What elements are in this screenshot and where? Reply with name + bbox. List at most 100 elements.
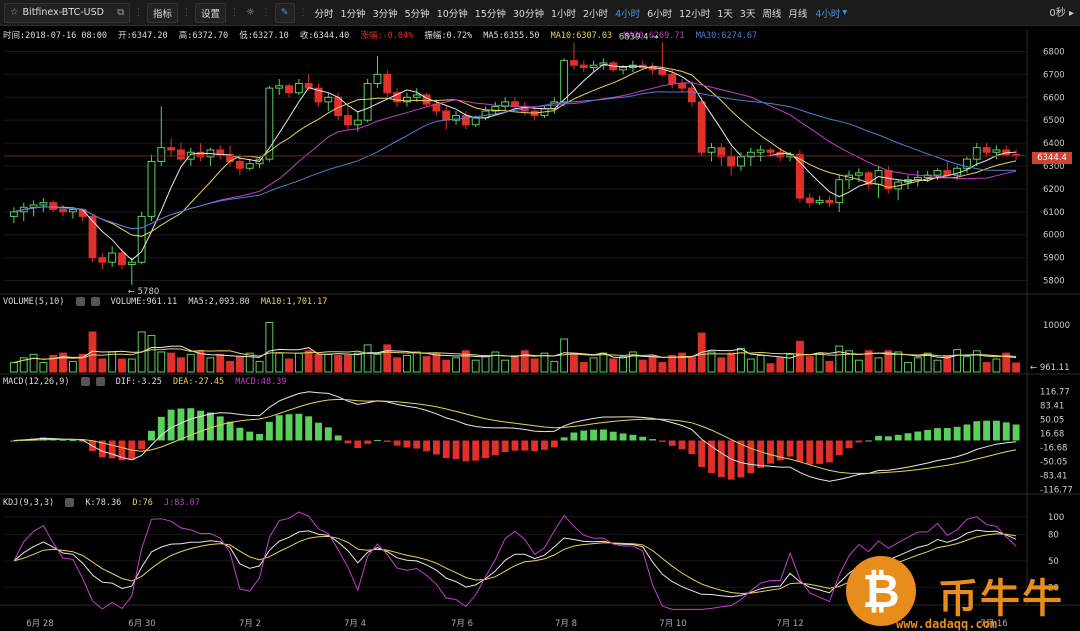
macd-histogram-bar bbox=[167, 409, 175, 441]
info-low: 低:6327.10 bbox=[239, 31, 289, 41]
candle-body bbox=[294, 83, 303, 94]
volume-bar bbox=[560, 338, 569, 373]
close-icon[interactable] bbox=[95, 377, 105, 386]
volume-bar bbox=[481, 355, 490, 373]
gear-icon[interactable] bbox=[65, 498, 75, 507]
volume-bar bbox=[39, 362, 48, 373]
macd-histogram-bar bbox=[246, 431, 254, 441]
kdj-tick-label: 50 bbox=[1048, 557, 1059, 567]
volume-bar bbox=[226, 360, 235, 373]
interval-tab[interactable]: 12小时 bbox=[679, 8, 711, 20]
close-icon[interactable] bbox=[90, 297, 100, 306]
volume-bar bbox=[383, 344, 392, 373]
ma30-line bbox=[13, 91, 1017, 230]
candle-body bbox=[147, 160, 156, 217]
volume-bar bbox=[570, 352, 578, 373]
symbol-selector[interactable]: ☆ Bitfinex-BTC-USD ⧉ bbox=[4, 2, 130, 23]
interval-tab[interactable]: 2小时 bbox=[583, 8, 609, 20]
star-icon[interactable]: ☆ bbox=[10, 7, 19, 18]
volume-bar bbox=[766, 363, 775, 373]
volume-bar bbox=[334, 355, 343, 373]
sun-icon[interactable]: ☼ bbox=[246, 7, 255, 18]
interval-tab[interactable]: 5分钟 bbox=[404, 8, 430, 20]
volume-bar bbox=[707, 351, 716, 373]
macd-histogram-bar bbox=[845, 440, 853, 449]
interval-tab[interactable]: 3分钟 bbox=[372, 8, 398, 20]
x-axis-date-label: 7月 4 bbox=[344, 619, 366, 629]
gear-icon[interactable] bbox=[80, 377, 90, 386]
interval-tab[interactable]: 30分钟 bbox=[512, 8, 544, 20]
candle-body bbox=[88, 215, 97, 259]
interval-tab[interactable]: 1天 bbox=[717, 8, 733, 20]
candle-body bbox=[963, 158, 971, 169]
volume-bar bbox=[177, 357, 185, 373]
interval-tab[interactable]: 10分钟 bbox=[436, 8, 468, 20]
settings-button[interactable]: 设置 bbox=[195, 2, 227, 23]
more-icon[interactable]: ▸ bbox=[1068, 8, 1074, 19]
volume-bar bbox=[206, 357, 215, 373]
macd-histogram-bar bbox=[865, 440, 873, 442]
interval-tab[interactable]: 6小时 bbox=[647, 8, 673, 20]
indicators-button[interactable]: 指标 bbox=[147, 2, 179, 23]
interval-tab[interactable]: 3天 bbox=[739, 8, 756, 20]
toolbar-separator: ⋮ bbox=[134, 7, 143, 18]
info-time: 时间:2018-07-16 08:00 bbox=[3, 31, 107, 41]
candle-body bbox=[766, 149, 775, 153]
expand-icon[interactable]: ⧉ bbox=[117, 7, 124, 18]
macd-dif-line bbox=[13, 391, 1017, 482]
candle-body bbox=[118, 252, 126, 266]
macd-tick-label: 116.77 bbox=[1040, 387, 1070, 397]
candle-body bbox=[68, 209, 77, 213]
volume-bar bbox=[589, 357, 598, 373]
volume-bar bbox=[452, 357, 460, 373]
interval-dropdown[interactable]: 4小时 ▾ bbox=[812, 3, 850, 23]
candle-body bbox=[854, 172, 863, 176]
candle-body bbox=[943, 170, 952, 176]
volume-bar bbox=[963, 356, 971, 373]
candle-body bbox=[9, 211, 18, 217]
candle-body bbox=[501, 101, 510, 107]
interval-tab[interactable]: 月线 bbox=[788, 8, 808, 20]
volume-bar bbox=[285, 358, 293, 373]
volume-bar bbox=[68, 360, 77, 373]
volume-bar bbox=[913, 357, 922, 373]
gear-icon[interactable] bbox=[75, 297, 85, 306]
candle-body bbox=[373, 73, 382, 85]
macd-histogram-bar bbox=[138, 440, 146, 450]
interval-tab[interactable]: 1小时 bbox=[550, 8, 577, 20]
macd-histogram-bar bbox=[256, 433, 263, 441]
candle-body bbox=[864, 172, 873, 185]
volume-bar bbox=[530, 358, 539, 373]
macd-histogram-bar bbox=[855, 440, 863, 443]
candle-body bbox=[108, 252, 117, 263]
symbol-label: Bitfinex-BTC-USD bbox=[22, 7, 104, 18]
interval-tab[interactable]: 1分钟 bbox=[340, 8, 366, 20]
macd-histogram-bar bbox=[324, 427, 332, 441]
volume-bar bbox=[894, 351, 903, 373]
interval-tab[interactable]: 周线 bbox=[762, 8, 782, 20]
price-tick-label: 5900 bbox=[1043, 254, 1065, 264]
macd-histogram-bar bbox=[374, 439, 381, 441]
x-axis-date-label: 7月 16 bbox=[980, 619, 1007, 629]
candle-body bbox=[619, 66, 628, 71]
price-tick-label: 6300 bbox=[1043, 162, 1065, 172]
macd-histogram-bar bbox=[472, 440, 480, 461]
volume-bar bbox=[353, 352, 362, 373]
volume-ma10: MA10:1,701.17 bbox=[260, 297, 328, 307]
candle-body bbox=[717, 147, 726, 158]
interval-tab[interactable]: 4小时 bbox=[615, 8, 641, 20]
price-tick-label: 6500 bbox=[1043, 116, 1065, 126]
macd-histogram-bar bbox=[992, 420, 1000, 441]
volume-bar bbox=[314, 353, 323, 373]
draw-pen-icon[interactable]: ✎ bbox=[274, 2, 295, 23]
volume-bar bbox=[746, 358, 755, 373]
volume-bar bbox=[982, 362, 991, 373]
candle-body bbox=[727, 156, 736, 167]
interval-tab[interactable]: 分时 bbox=[314, 8, 334, 20]
volume-bar bbox=[98, 358, 107, 373]
volume-bar bbox=[854, 359, 863, 373]
interval-tab[interactable]: 15分钟 bbox=[474, 8, 506, 20]
toolbar-separator: ⋮ bbox=[261, 7, 271, 18]
volume-value: VOLUME:961.11 bbox=[110, 297, 178, 307]
